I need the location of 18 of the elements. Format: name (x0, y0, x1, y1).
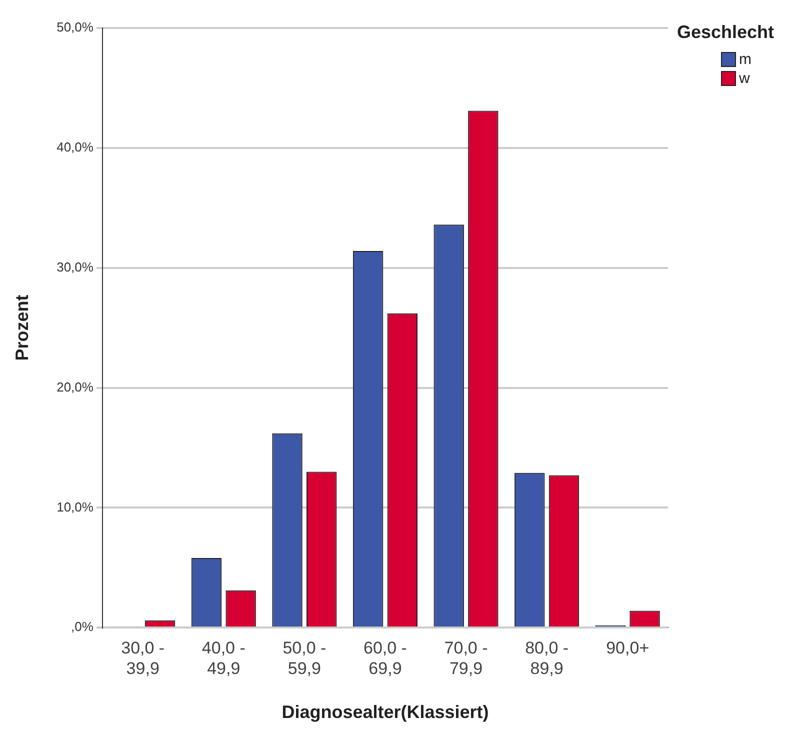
x-tick-label: 90,0+ (606, 638, 650, 658)
x-tick-label: 50,0 - 59,9 (282, 638, 326, 678)
x-tick-label: 40,0 - 49,9 (202, 638, 246, 678)
legend-title: Geschlecht (677, 22, 776, 43)
legend-label: m (739, 51, 752, 68)
y-tick-label: 10,0% (56, 499, 94, 514)
x-tick-label: 70,0 - 79,9 (444, 638, 488, 678)
legend-label: w (739, 70, 750, 87)
x-tick-label: 80,0 - 89,9 (525, 638, 569, 678)
y-axis-title: Prozent (12, 294, 32, 361)
x-tick-label: 30,0 - 39,9 (121, 638, 165, 678)
y-tick-label: 20,0% (56, 379, 94, 394)
x-axis-title: Diagnosealter(Klassiert) (282, 702, 489, 722)
y-tick-label: 40,0% (56, 140, 94, 154)
x-tick-label: 60,0 - 69,9 (363, 638, 407, 678)
y-tick-label: 30,0% (56, 259, 94, 274)
y-tick-label: 50,0% (56, 20, 94, 35)
y-tick-label: ,0% (71, 619, 94, 634)
